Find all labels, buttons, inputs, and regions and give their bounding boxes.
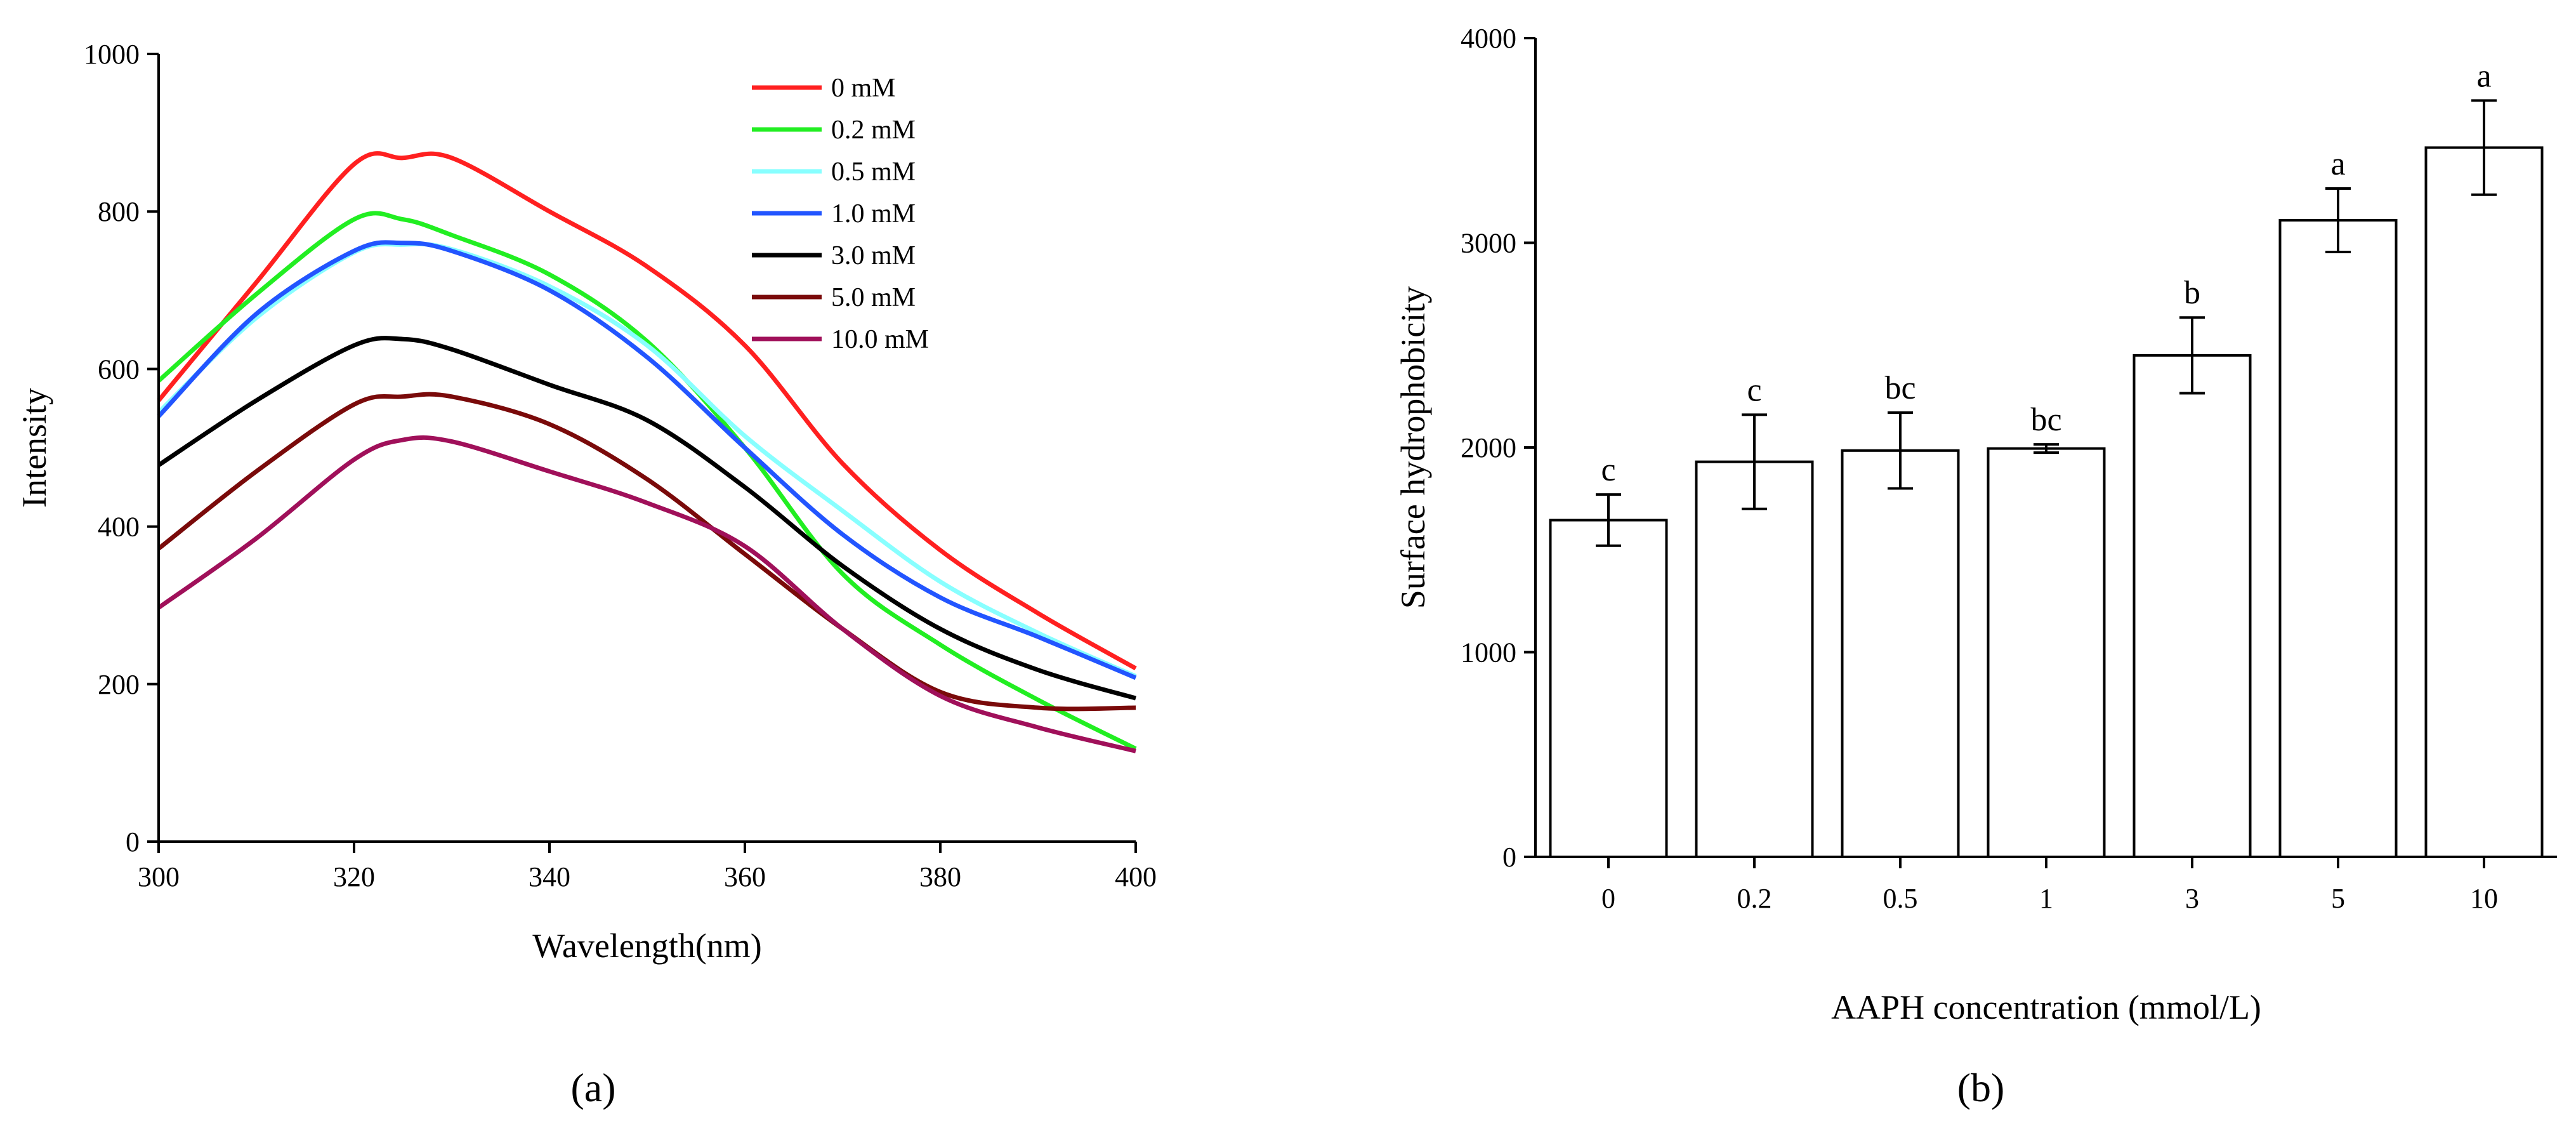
panel-a-line-chart: 300 320 340 360 380 400 0 200 400 600 800 1000 Wave… bbox=[15, 39, 1157, 1110]
y-tick-label: 2000 bbox=[1461, 432, 1516, 463]
bar bbox=[2424, 146, 2544, 859]
legend-label: 0.5 mM bbox=[831, 157, 916, 187]
series-line-0-mM bbox=[157, 151, 1137, 671]
panel-a-axes bbox=[147, 53, 1137, 853]
significance-label: b bbox=[2184, 275, 2200, 311]
x-tick-label: 3 bbox=[2185, 883, 2199, 914]
panel-a-y-axis-title: Intensity bbox=[15, 388, 53, 508]
legend-label: 10.0 mM bbox=[831, 325, 929, 354]
y-tick-label: 1000 bbox=[1461, 637, 1516, 668]
panel-b-y-axis-title: Surface hydrophobicity bbox=[1394, 286, 1432, 609]
legend-label: 1.0 mM bbox=[831, 199, 916, 229]
x-tick-label: 380 bbox=[919, 861, 961, 892]
bar bbox=[1695, 460, 1814, 858]
x-tick-label: 340 bbox=[529, 861, 570, 892]
panel-b-tick-labels: 0 0.2 0.5 1 3 5 10 0 1000 2000 3000 4000 bbox=[1461, 23, 2498, 914]
significance-label: c bbox=[1747, 372, 1761, 408]
bar bbox=[2132, 354, 2252, 858]
significance-label: c bbox=[1601, 452, 1615, 488]
series-line-0-2-mM bbox=[157, 211, 1137, 751]
y-tick-label: 600 bbox=[98, 354, 140, 385]
legend-label: 3.0 mM bbox=[831, 241, 916, 270]
panel-a-caption-label: (a) bbox=[570, 1065, 615, 1110]
y-tick-label: 200 bbox=[98, 669, 140, 700]
x-tick-label: 0 bbox=[1601, 883, 1615, 914]
y-tick-label: 0 bbox=[126, 826, 140, 858]
panel-a-tick-labels: 300 320 340 360 380 400 0 200 400 600 800 1000 bbox=[84, 39, 1157, 892]
bar bbox=[1841, 449, 1960, 858]
x-tick-label: 5 bbox=[2331, 883, 2345, 914]
x-tick-label: 360 bbox=[724, 861, 766, 892]
x-tick-label: 1 bbox=[2039, 883, 2053, 914]
significance-label: bc bbox=[1884, 370, 1916, 406]
significance-label: a bbox=[2476, 58, 2491, 94]
panel-b-axes bbox=[1524, 37, 2557, 868]
significance-label: bc bbox=[2030, 402, 2061, 438]
y-tick-label: 800 bbox=[98, 196, 140, 227]
y-tick-label: 0 bbox=[1502, 842, 1516, 873]
legend-label: 0 mM bbox=[831, 74, 896, 103]
panel-b-bars-group: c c bc bc b a a bbox=[1549, 58, 2544, 859]
x-tick-label: 0.2 bbox=[1737, 883, 1772, 914]
series-line-0-5-mM bbox=[157, 241, 1137, 679]
x-tick-label: 0.5 bbox=[1883, 883, 1918, 914]
bar bbox=[1987, 447, 2106, 858]
y-tick-label: 3000 bbox=[1461, 228, 1516, 259]
x-tick-label: 320 bbox=[333, 861, 375, 892]
series-line-3-0-mM bbox=[157, 336, 1136, 701]
panel-a-series-group bbox=[157, 151, 1137, 753]
series-line-1-0-mM bbox=[157, 240, 1137, 680]
significance-label: a bbox=[2330, 146, 2345, 182]
y-tick-label: 1000 bbox=[84, 39, 140, 70]
x-tick-label: 400 bbox=[1115, 861, 1157, 892]
bar bbox=[1549, 519, 1668, 858]
x-tick-label: 300 bbox=[138, 861, 180, 892]
y-tick-label: 400 bbox=[98, 512, 140, 543]
panel-a-x-axis-title: Wavelength(nm) bbox=[532, 927, 762, 965]
legend-label: 0.2 mM bbox=[831, 116, 916, 145]
panel-b-caption-label: (b) bbox=[1957, 1065, 2005, 1110]
series-line-5-0-mM bbox=[157, 392, 1136, 712]
y-tick-label: 4000 bbox=[1461, 23, 1516, 54]
legend-label: 5.0 mM bbox=[831, 283, 916, 312]
x-tick-label: 10 bbox=[2470, 883, 2498, 914]
panel-a-legend: 0 mM 0.2 mM 0.5 mM 1.0 mM 3.0 mM 5.0 mM 10.0 m… bbox=[752, 74, 929, 354]
bar bbox=[2278, 219, 2398, 858]
series-line-10-0-mM bbox=[157, 435, 1136, 753]
panel-b-x-axis-title: AAPH concentration (mmol/L) bbox=[1831, 988, 2261, 1026]
